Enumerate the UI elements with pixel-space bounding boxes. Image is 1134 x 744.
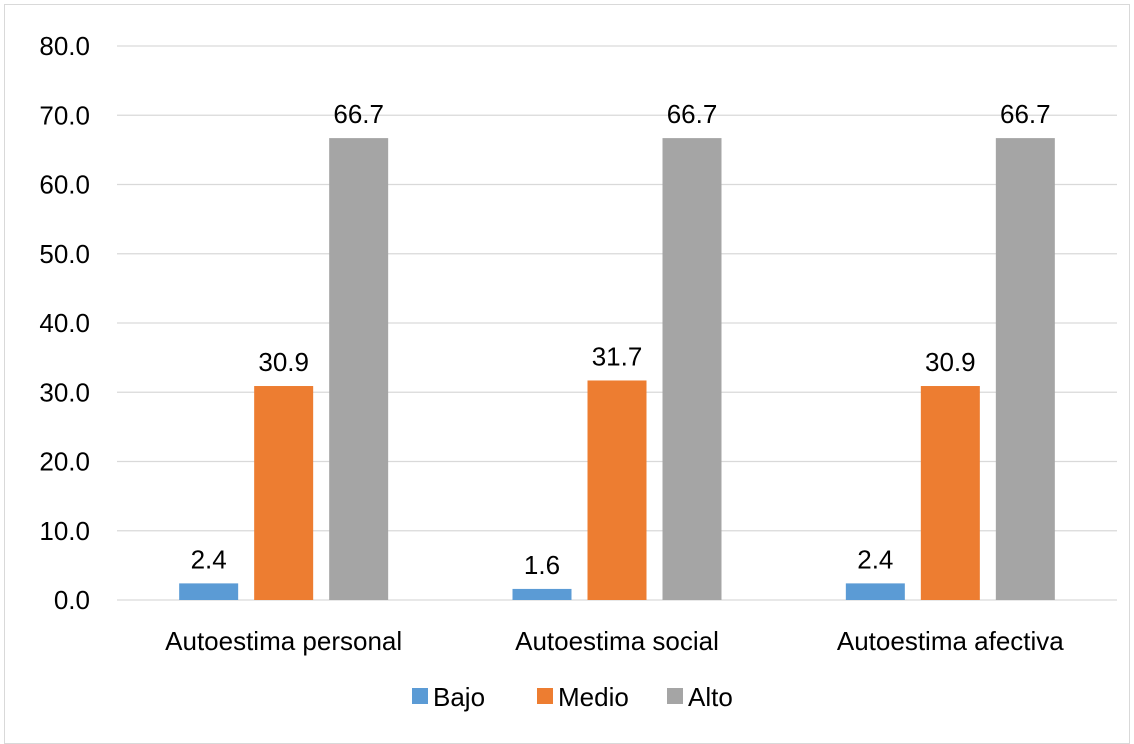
data-label-medio-2: 31.7 (592, 341, 643, 371)
legend-label-medio: Medio (558, 682, 629, 712)
bar-alto-3 (995, 138, 1055, 601)
x-category-label: Autoestima afectiva (837, 626, 1064, 656)
legend: Bajo Medio Alto (412, 682, 733, 712)
data-label-medio-1: 30.9 (258, 347, 309, 377)
data-label-alto-3: 66.7 (1000, 99, 1051, 129)
bar-bajo-2 (512, 588, 572, 600)
legend-swatch-bajo (412, 688, 428, 704)
legend-label-bajo: Bajo (433, 682, 485, 712)
legend-label-alto: Alto (688, 682, 733, 712)
bar-medio-3 (920, 386, 980, 600)
data-label-alto-1: 66.7 (333, 99, 384, 129)
data-label-alto-2: 66.7 (667, 99, 718, 129)
y-tick-label: 40.0 (39, 308, 90, 338)
bar-alto-1 (329, 138, 389, 601)
bar-alto-2 (662, 138, 722, 601)
legend-swatch-medio (537, 688, 553, 704)
bar-bajo-3 (845, 583, 905, 600)
y-tick-label: 0.0 (54, 585, 90, 615)
bar-bajo-1 (179, 583, 239, 600)
y-axis-ticks: 0.0 10.0 20.0 30.0 40.0 50.0 60.0 70.0 80.0 (39, 31, 90, 615)
x-axis-categories: Autoestima personal Autoestima social Auto… (165, 626, 1064, 656)
data-labels: 2.4 30.9 66.7 1.6 31.7 66.7 2.4 30.9 66.7 (191, 99, 1051, 580)
y-tick-label: 20.0 (39, 447, 90, 477)
bars (179, 138, 1055, 601)
data-label-bajo-2: 1.6 (524, 550, 560, 580)
y-tick-label: 70.0 (39, 100, 90, 130)
x-category-label: Autoestima personal (165, 626, 402, 656)
data-label-medio-3: 30.9 (925, 347, 976, 377)
y-tick-label: 10.0 (39, 516, 90, 546)
data-label-bajo-3: 2.4 (857, 544, 893, 574)
y-tick-label: 30.0 (39, 377, 90, 407)
data-label-bajo-1: 2.4 (191, 544, 227, 574)
x-category-label: Autoestima social (515, 626, 719, 656)
y-tick-label: 80.0 (39, 31, 90, 61)
y-tick-label: 50.0 (39, 239, 90, 269)
legend-swatch-alto (667, 688, 683, 704)
y-tick-label: 60.0 (39, 170, 90, 200)
bar-medio-2 (587, 380, 647, 600)
chart-frame (4, 4, 1130, 744)
bar-medio-1 (254, 386, 314, 600)
